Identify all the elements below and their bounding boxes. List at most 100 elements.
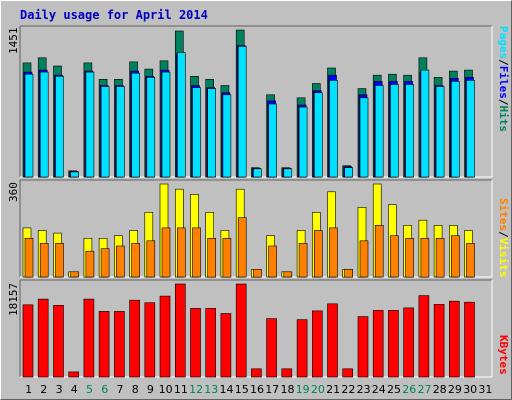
kbytes-bar-day-15 <box>235 283 247 378</box>
sites-bar-day-8 <box>131 243 140 278</box>
pages-bar-day-26 <box>405 84 414 178</box>
kbytes-bar-day-5 <box>83 298 95 378</box>
kbytes-bar-day-21 <box>327 303 338 378</box>
pages-bar-day-28 <box>435 86 445 178</box>
kbytes-bar-day-8 <box>129 299 140 378</box>
kbytes-bar-day-22 <box>342 368 354 378</box>
kbytes-bar-day-20 <box>311 310 323 378</box>
kbytes-bar-day-9 <box>144 302 156 378</box>
pages-bar-day-23 <box>359 97 369 178</box>
x-tick-label-day-22: 22 <box>341 383 355 396</box>
sites-bar-day-28 <box>435 238 445 278</box>
x-tick-label-day-17: 17 <box>265 383 279 396</box>
pages-bar-day-13 <box>207 88 216 178</box>
kbytes-bar-day-25 <box>388 310 399 378</box>
x-tick-label-day-15: 15 <box>235 383 249 396</box>
x-tick-label-day-21: 21 <box>326 383 340 396</box>
kbytes-bar-day-26 <box>403 307 414 378</box>
kbytes-bar-day-17 <box>266 318 277 378</box>
pages-bar-day-3 <box>55 76 64 178</box>
sites-bar-day-24 <box>374 225 384 278</box>
kbytes-bar-day-30 <box>464 301 475 378</box>
pages-bar-day-7 <box>116 86 125 178</box>
kbytes-bar-day-23 <box>357 316 369 378</box>
kbytes-bar-day-7 <box>114 311 125 378</box>
sites-bar-day-27 <box>420 238 430 278</box>
x-tick-label-day-20: 20 <box>311 383 325 396</box>
top-panel-ymax-label: 1451 <box>7 27 20 55</box>
x-tick-label-day-2: 2 <box>40 383 47 396</box>
pages-bar-day-20 <box>313 92 323 178</box>
pages-bar-day-14 <box>222 94 232 178</box>
pages-bar-day-19 <box>298 106 308 178</box>
kbytes-bar-day-29 <box>448 300 460 378</box>
pages-bar-day-10 <box>161 71 171 178</box>
sites-bar-day-15 <box>237 217 247 278</box>
x-tick-label-day-18: 18 <box>281 383 295 396</box>
kbytes-bar-day-1 <box>22 304 34 378</box>
x-tick-label-day-7: 7 <box>117 383 124 396</box>
sites-bar-day-19 <box>298 243 308 278</box>
x-tick-label-day-26: 26 <box>402 383 416 396</box>
x-tick-label-day-16: 16 <box>250 383 264 396</box>
sites-bar-day-1 <box>24 238 34 278</box>
kbytes-bar-day-11 <box>175 283 186 378</box>
sites-bar-day-3 <box>55 243 64 278</box>
legend-separator: / <box>497 59 510 66</box>
pages-bar-day-22 <box>344 167 354 178</box>
x-tick-label-day-28: 28 <box>433 383 447 396</box>
sites-bar-day-2 <box>39 243 49 278</box>
sites-bar-day-20 <box>313 230 323 278</box>
pages-bar-day-25 <box>390 84 399 178</box>
pages-bar-day-9 <box>146 77 156 178</box>
pages-bar-day-29 <box>450 81 460 178</box>
legend-pages: Pages <box>497 26 510 60</box>
sites-bar-day-4 <box>70 271 79 278</box>
sites-bar-day-14 <box>222 238 232 278</box>
legend-files: Files <box>497 65 510 99</box>
pages-bar-day-2 <box>39 71 49 178</box>
sites-bar-day-26 <box>405 238 414 278</box>
pages-bar-day-8 <box>131 72 140 178</box>
legend-sites: Sites <box>497 198 510 232</box>
kbytes-bar-day-6 <box>98 311 110 378</box>
sites-bar-day-5 <box>85 250 95 278</box>
kbytes-bar-day-2 <box>37 298 49 378</box>
sites-bar-day-6 <box>100 248 110 278</box>
x-tick-label-day-9: 9 <box>147 383 154 396</box>
legend-visits: Visits <box>497 237 510 278</box>
sites-bar-day-13 <box>207 238 216 278</box>
pages-bar-day-11 <box>177 52 186 178</box>
pages-bar-day-5 <box>85 71 95 178</box>
kbytes-bar-day-14 <box>220 313 232 378</box>
sites-bar-day-30 <box>466 243 475 278</box>
sites-bar-day-21 <box>329 227 338 278</box>
bottom-panel-legend: KBytes <box>497 335 510 375</box>
x-tick-label-day-13: 13 <box>204 383 218 396</box>
x-tick-label-day-19: 19 <box>296 383 310 396</box>
pages-bar-day-6 <box>100 86 110 178</box>
legend-hits: Hits <box>497 105 510 133</box>
kbytes-bar-day-16 <box>251 368 262 378</box>
sites-bar-day-18 <box>283 271 293 278</box>
top-panel-legend: Pages/Files/Hits <box>497 26 510 132</box>
sites-bar-day-29 <box>450 235 460 278</box>
x-tick-label-day-5: 5 <box>86 383 93 396</box>
sites-bar-day-23 <box>359 240 369 278</box>
pages-bar-day-27 <box>420 69 430 178</box>
pages-bar-day-24 <box>374 85 384 178</box>
x-tick-label-day-24: 24 <box>372 383 386 396</box>
kbytes-bar-day-19 <box>296 319 308 378</box>
kbytes-bar-day-13 <box>205 308 216 378</box>
sites-bar-day-22 <box>344 268 354 278</box>
kbytes-bar-day-10 <box>159 295 171 378</box>
pages-bar-day-1 <box>24 73 34 178</box>
x-tick-label-day-30: 30 <box>463 383 477 396</box>
legend-kbytes: KBytes <box>497 335 510 375</box>
x-tick-label-day-23: 23 <box>357 383 371 396</box>
sites-bar-day-25 <box>390 235 399 278</box>
legend-separator: / <box>497 98 510 106</box>
sites-bar-day-16 <box>253 268 262 278</box>
pages-bar-day-15 <box>237 46 247 178</box>
